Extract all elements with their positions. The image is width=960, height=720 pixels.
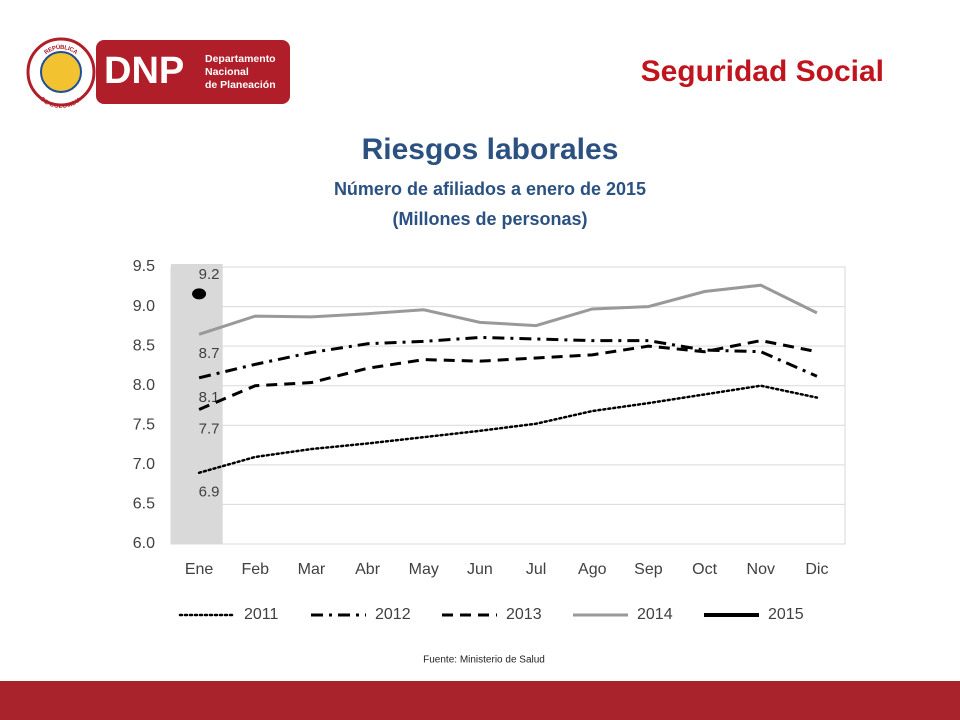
x-tick-label: Nov — [747, 561, 775, 578]
data-label: 6.9 — [199, 484, 220, 501]
series-line — [197, 384, 819, 475]
logo-text: DNP — [104, 50, 184, 92]
legend-label: 2014 — [637, 606, 673, 623]
section-title: Seguridad Social — [641, 55, 884, 88]
series-point — [192, 288, 207, 300]
plot-frame — [170, 266, 846, 545]
y-tick-label: 6.0 — [133, 535, 155, 552]
y-tick-label: 8.5 — [133, 337, 155, 354]
legend-label: 2015 — [768, 606, 804, 623]
x-tick-label: Feb — [241, 561, 269, 578]
x-tick-label: Jun — [467, 561, 493, 578]
y-tick-label: 6.5 — [133, 496, 155, 513]
y-tick-label: 8.0 — [133, 377, 155, 394]
y-tick-label: 9.5 — [133, 258, 155, 275]
data-label: 8.1 — [199, 389, 220, 406]
x-tick-label: Abr — [355, 561, 381, 578]
x-tick-label: Mar — [298, 561, 326, 578]
legend-label: 2013 — [506, 606, 542, 623]
logo-line: Departamento — [205, 53, 276, 65]
plot: 6.0 6.5 7.0 7.5 8.0 8.5 9.0 9.5 Ene Feb Mar Abr May J… — [133, 258, 846, 623]
chart-subtitle: (Millones de personas) — [392, 209, 587, 229]
emblem-core — [40, 51, 82, 93]
data-label: 8.7 — [199, 345, 220, 362]
series-line — [198, 339, 818, 411]
x-tick-label: Ene — [185, 561, 214, 578]
y-tick-label: 7.5 — [133, 417, 155, 434]
x-tick-label: Sep — [634, 561, 663, 578]
source: Fuente: Ministerio de Salud — [423, 655, 545, 666]
x-tick-label: Dic — [805, 561, 828, 578]
y-tick-label: 9.0 — [133, 298, 155, 315]
x-tick-label: Oct — [692, 561, 717, 578]
x-tick-label: May — [409, 561, 439, 578]
highlight-band — [171, 264, 223, 544]
x-tick-label: Ago — [578, 561, 607, 578]
footer-bar — [0, 681, 960, 720]
chart-title: Riesgos laborales — [362, 133, 619, 166]
data-label: 9.2 — [199, 266, 220, 283]
series-line — [198, 335, 818, 380]
chart-subtitle: Número de afiliados a enero de 2015 — [334, 179, 646, 199]
y-tick-label: 7.0 — [133, 456, 155, 473]
legend-label: 2012 — [375, 606, 411, 623]
data-label: 7.7 — [199, 420, 220, 437]
logo-line: de Planeación — [205, 79, 276, 91]
logo-line: Nacional — [205, 66, 249, 78]
logo-box — [96, 40, 290, 104]
series-line — [198, 283, 818, 336]
legend-label: 2011 — [244, 606, 279, 623]
x-tick-label: Jul — [526, 561, 546, 578]
